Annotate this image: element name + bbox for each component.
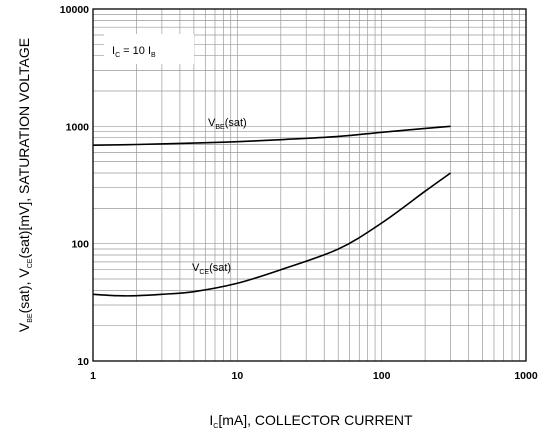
- plot-frame: [92, 8, 527, 362]
- series-line-vce-sat: [92, 172, 451, 297]
- x-tick-label: 1000: [514, 370, 538, 382]
- annotation-box: IC = 10 IB: [104, 34, 194, 64]
- y-tick-labels: 10 100 1000 10000: [60, 4, 89, 368]
- grid: [93, 9, 526, 361]
- y-tick-label: 100: [71, 239, 89, 251]
- x-tick-label: 100: [373, 370, 391, 382]
- annotation-text: IC = 10 IB: [112, 45, 156, 59]
- y-tick-label: 10000: [60, 4, 89, 16]
- x-tick-label: 10: [231, 370, 243, 382]
- x-axis-title: IC[mA], COLLECTOR CURRENT: [209, 412, 413, 430]
- series-label-vce-sat: VCE(sat): [192, 262, 231, 276]
- x-tick-label: 1: [90, 370, 96, 382]
- x-tick-labels: 1 10 100 1000: [90, 370, 538, 382]
- series-line-vbe-sat: [92, 125, 451, 147]
- y-tick-label: 1000: [66, 121, 90, 133]
- series-label-vbe-sat: VBE(sat): [208, 117, 247, 131]
- curves: [92, 125, 451, 297]
- y-axis-title: VBE(sat), VCE(sat)[mV], SATURATION VOLTA…: [16, 38, 34, 332]
- y-tick-label: 10: [77, 356, 89, 368]
